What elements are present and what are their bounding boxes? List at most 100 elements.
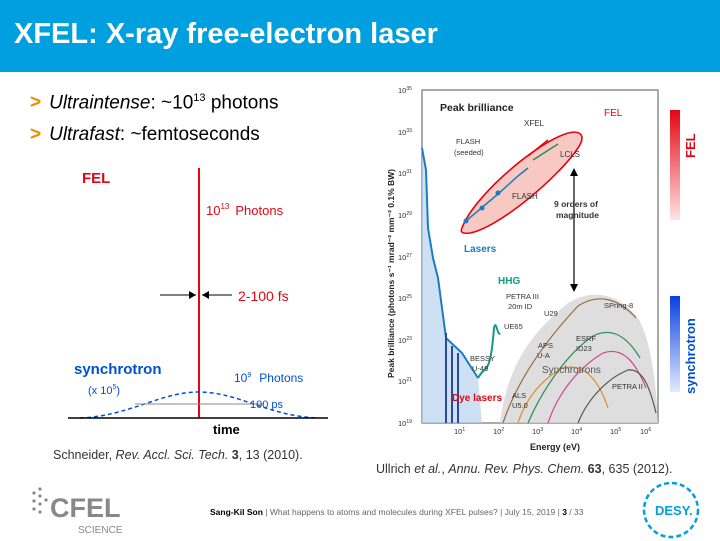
flash-annotation: FLASH [512, 192, 538, 201]
cfel-dots-icon [32, 487, 48, 514]
bullet-text-end: photons [205, 92, 279, 114]
sync-curve [527, 331, 641, 424]
fel-annotation: FEL [604, 108, 623, 119]
footer: CFEL SCIENCE DESY. [0, 475, 720, 540]
cfel-logo: CFEL SCIENCE [32, 487, 123, 536]
y-tick-label: 1031 [398, 169, 412, 178]
bullet-term: Ultraintense [49, 92, 151, 114]
bessy-annotation: BESSY [470, 354, 495, 363]
y-ticks: 1035 1033 1031 1029 1027 1025 1023 1021 … [398, 86, 412, 428]
lasers-envelope [421, 147, 479, 379]
orders-annotation: 9 orders of [554, 199, 598, 209]
y-axis-label: Peak brilliance (photons s⁻¹ mrad⁻² mm⁻²… [386, 169, 396, 378]
y-tick-label: 1027 [398, 253, 412, 262]
als-annotation-2: U5.0 [512, 401, 528, 410]
hhg-annotation: HHG [498, 276, 520, 287]
fel-side-label: FEL [683, 133, 698, 158]
lcls-annotation: LCLS [560, 150, 580, 159]
lasers-annotation: Lasers [464, 244, 497, 255]
sync-side-label: synchrotron [683, 318, 698, 394]
y-tick-label: 1019 [398, 419, 412, 428]
sync-scale: (x 105) [88, 384, 120, 397]
flash-seeded-annotation: FLASH [456, 137, 480, 146]
arrow-up-icon [570, 168, 578, 176]
x-axis-label: Energy (eV) [530, 442, 580, 452]
fel-duration: 2-100 fs [238, 288, 289, 304]
sync-curve [547, 350, 647, 424]
als-annotation: ALS [512, 391, 526, 400]
cfel-science: SCIENCE [78, 525, 123, 536]
dye-lasers-annotation: Dye lasers [452, 393, 502, 404]
xfel-annotation: XFEL [524, 119, 545, 128]
flash-point [479, 205, 485, 211]
x-tick-label: 103 [532, 427, 543, 436]
x-tick-label: 106 [640, 427, 651, 436]
bullet-ultraintense: > Ultraintense: ~1013 photons [30, 92, 278, 114]
bullet-text: : ~femtoseconds [119, 124, 260, 145]
citation-right: Ullrich et al., Annu. Rev. Phys. Chem. 6… [376, 462, 673, 476]
ue65-annotation: UE65 [504, 322, 523, 331]
sync-photons: 109 Photons [234, 371, 303, 385]
fel-photons: 1013 Photons [206, 202, 284, 218]
cfel-wordmark: CFEL [50, 493, 121, 523]
fel-label: FEL [82, 170, 110, 187]
xfel-line [527, 139, 549, 157]
orders-annotation-2: magnitude [556, 210, 599, 220]
bullet-exponent: 13 [193, 92, 206, 104]
synchrotrons-annotation: Synchrotrons [542, 365, 601, 376]
x-ticks: 101 102 103 104 105 106 [454, 427, 651, 436]
brilliance-chart: 1035 1033 1031 1029 1027 1025 1023 1021 … [386, 86, 698, 452]
bullet-text: : ~10 [150, 92, 194, 114]
citation-left: Schneider, Rev. Accl. Sci. Tech. 3, 13 (… [53, 448, 303, 462]
sync-curve [577, 369, 657, 424]
petra3-annotation-2: 20m ID [508, 302, 533, 311]
footer-text: Sang-Kil Son | What happens to atoms and… [210, 507, 584, 517]
sync-color-bar [670, 296, 680, 392]
esrf-annotation: ESRF [576, 334, 596, 343]
bullet-arrow-icon: > [30, 124, 42, 145]
flash-seeded-annotation-2: (seeded) [454, 148, 484, 157]
sync-duration: 100 ps [250, 399, 284, 411]
arrow-down-icon [570, 284, 578, 292]
flash-point [495, 190, 501, 196]
sync-curve [502, 298, 637, 424]
time-axis-label: time [213, 422, 240, 437]
synchrotron-region [500, 294, 658, 423]
y-tick-label: 1023 [398, 336, 412, 345]
esrf-annotation-2: ID23 [576, 344, 592, 353]
fel-region [460, 131, 583, 235]
y-tick-label: 1033 [398, 128, 412, 137]
bullet-ultrafast: > Ultrafast: ~femtoseconds [30, 124, 260, 146]
lasers-region [422, 148, 482, 423]
slide-title: XFEL: X-ray free-electron laser [14, 18, 438, 50]
x-tick-label: 102 [493, 427, 504, 436]
bullet-arrow-icon: > [30, 92, 42, 114]
desy-ring-icon [642, 481, 700, 539]
y-tick-label: 1029 [398, 211, 412, 220]
aps-annotation: APS [538, 341, 553, 350]
y-tick-label: 1025 [398, 294, 412, 303]
petra3-annotation: PETRA III [506, 292, 539, 301]
pulse-figure: FEL 1013 Photons 2-100 fs synchrotron (x … [68, 168, 328, 437]
arrow-left-icon [202, 291, 209, 299]
hhg-curve [477, 324, 501, 379]
arrow-right-icon [189, 291, 196, 299]
chart-title: Peak brilliance [440, 102, 514, 114]
x-tick-label: 101 [454, 427, 465, 436]
y-tick-label: 1021 [398, 377, 412, 386]
u29-annotation: U29 [544, 309, 558, 318]
sync-pulse-curve [79, 391, 319, 419]
desy-wordmark: DESY. [655, 503, 693, 518]
aps-annotation-2: U-A [537, 351, 550, 360]
bessy-annotation-2: U-49 [472, 364, 488, 373]
bullet-term: Ultrafast [49, 124, 120, 145]
flash-point [463, 218, 469, 224]
desy-logo: DESY. [642, 481, 700, 539]
sync-curve [517, 366, 609, 424]
x-tick-label: 104 [571, 427, 582, 436]
petra2-annotation: PETRA II [612, 382, 643, 391]
title-bar: XFEL: X-ray free-electron laser [0, 0, 720, 72]
fel-color-bar [670, 110, 680, 220]
synchrotron-label: synchrotron [74, 361, 162, 378]
spring8-annotation: SPring-8 [604, 301, 633, 310]
